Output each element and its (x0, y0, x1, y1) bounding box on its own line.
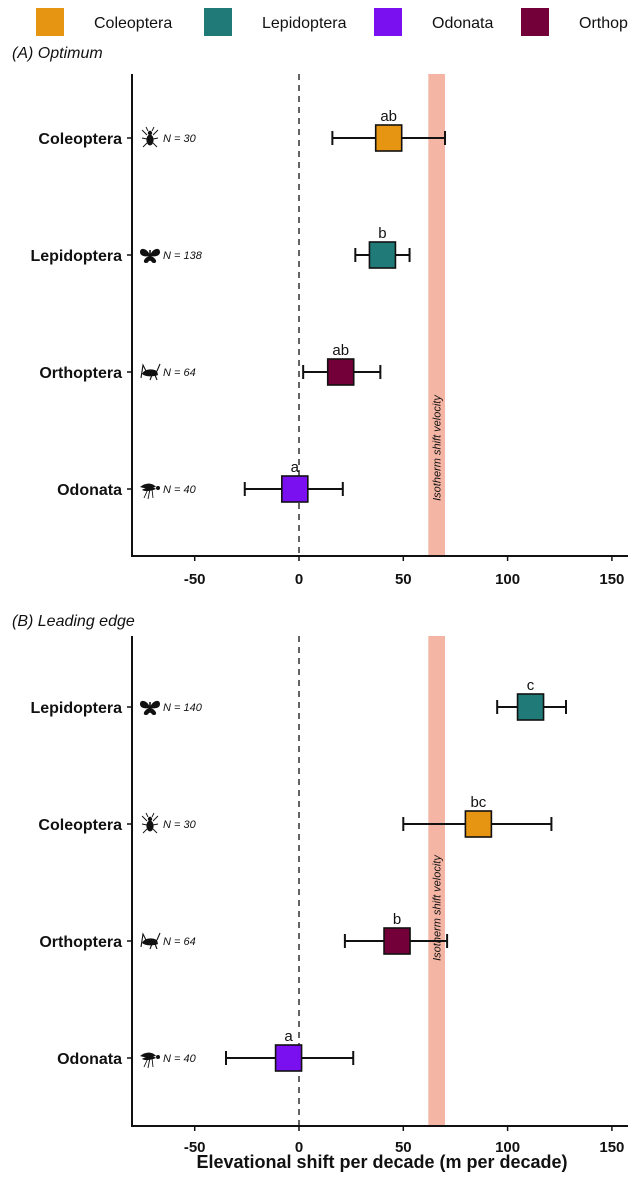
category-label: Orthoptera (39, 934, 122, 951)
beetle-icon (141, 812, 159, 834)
significance-label: c (527, 677, 535, 694)
legend: Coleoptera Lepidoptera Odonata Orthoptera (36, 8, 628, 36)
dragonfly-icon (140, 483, 160, 500)
significance-label: a (291, 459, 300, 476)
sample-size-label: N = 64 (163, 936, 196, 948)
row-orthoptera: Orthoptera N = 64 ab (39, 342, 382, 386)
x-tick-label: 100 (495, 1139, 520, 1156)
row-lepidoptera: Lepidoptera N = 138 b (30, 225, 411, 269)
isotherm-band (428, 74, 446, 556)
legend-item-odonata: Odonata (374, 8, 493, 36)
row-coleoptera: Coleoptera N = 30 bc (38, 794, 553, 838)
sample-size-label: N = 30 (163, 133, 197, 145)
row-orthoptera: Orthoptera N = 64 b (39, 911, 449, 955)
significance-label: a (284, 1028, 293, 1045)
butterfly-icon (140, 700, 160, 715)
isotherm-band-label: Isotherm shift velocity (432, 394, 444, 501)
mean-marker (281, 475, 309, 503)
legend-label-lepidoptera: Lepidoptera (262, 15, 347, 32)
x-tick-label: 150 (599, 1139, 624, 1156)
grasshopper-icon (140, 932, 161, 950)
significance-label: ab (380, 108, 397, 125)
x-axis-label: Elevational shift per decade (m per deca… (196, 1152, 567, 1172)
legend-item-orthoptera: Orthoptera (521, 8, 628, 36)
mean-marker (274, 1044, 303, 1072)
x-tick-label: 0 (295, 1139, 303, 1156)
category-label: Coleoptera (38, 817, 122, 834)
significance-label: ab (332, 342, 349, 359)
mean-marker (374, 124, 403, 152)
row-odonata: Odonata N = 40 a (57, 459, 344, 503)
panel-leading-edge: (B) Leading edge Isotherm shift velocity -… (12, 613, 628, 1156)
legend-item-lepidoptera: Lepidoptera (204, 8, 347, 36)
x-tick-label: 150 (599, 571, 624, 588)
panel-title: (B) Leading edge (12, 613, 135, 630)
category-label: Coleoptera (38, 131, 122, 148)
mean-marker (383, 927, 411, 955)
mean-marker (326, 358, 355, 386)
row-lepidoptera: Lepidoptera N = 140 c (30, 677, 568, 721)
legend-swatch-orthoptera (521, 8, 549, 36)
legend-item-coleoptera: Coleoptera (36, 8, 172, 36)
mean-marker (368, 241, 397, 269)
category-label: Orthoptera (39, 365, 122, 382)
x-tick-label: -50 (184, 1139, 206, 1156)
panel-title: (A) Optimum (12, 45, 103, 62)
category-label: Odonata (57, 482, 122, 499)
category-label: Lepidoptera (30, 248, 122, 265)
sample-size-label: N = 64 (163, 367, 196, 379)
panel-optimum: (A) Optimum Isotherm shift velocity -50 0 50… (12, 45, 628, 588)
x-tick-label: 50 (395, 1139, 412, 1156)
category-label: Lepidoptera (30, 700, 122, 717)
significance-label: b (393, 911, 401, 928)
legend-swatch-odonata (374, 8, 402, 36)
category-label: Odonata (57, 1051, 122, 1068)
x-tick-label: 100 (495, 571, 520, 588)
dragonfly-icon (140, 1052, 160, 1069)
grasshopper-icon (140, 363, 161, 381)
x-tick-label: -50 (184, 571, 206, 588)
beetle-icon (141, 126, 159, 148)
significance-label: bc (470, 794, 486, 811)
sample-size-label: N = 138 (163, 250, 203, 262)
x-tick-label: 0 (295, 571, 303, 588)
legend-label-orthoptera: Orthoptera (579, 15, 628, 32)
significance-label: b (378, 225, 386, 242)
sample-size-label: N = 140 (163, 702, 203, 714)
mean-marker (516, 693, 545, 721)
x-tick-label: 50 (395, 571, 412, 588)
sample-size-label: N = 40 (163, 484, 197, 496)
sample-size-label: N = 40 (163, 1053, 197, 1065)
isotherm-band-label: Isotherm shift velocity (432, 854, 444, 961)
row-coleoptera: Coleoptera N = 30 ab (38, 108, 447, 152)
isotherm-band (428, 636, 446, 1126)
row-odonata: Odonata N = 40 a (57, 1028, 355, 1072)
sample-size-label: N = 30 (163, 819, 197, 831)
legend-label-odonata: Odonata (432, 15, 493, 32)
legend-swatch-coleoptera (36, 8, 64, 36)
legend-swatch-lepidoptera (204, 8, 232, 36)
butterfly-icon (140, 248, 160, 263)
mean-marker (464, 810, 493, 838)
legend-label-coleoptera: Coleoptera (94, 15, 172, 32)
